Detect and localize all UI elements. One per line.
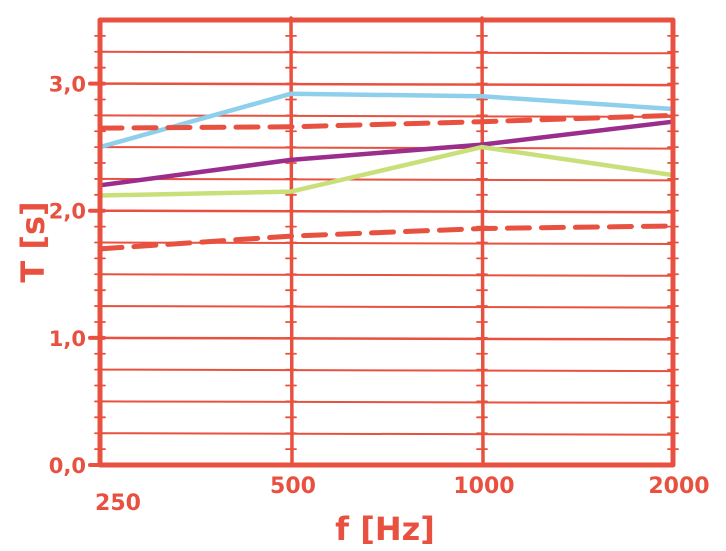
- plot-frame: [97, 17, 676, 468]
- gridline-horizontal: [99, 400, 674, 404]
- series-line-2: [97, 112, 676, 131]
- gridline-horizontal: [99, 305, 674, 309]
- gridline-horizontal: [99, 241, 674, 245]
- y-axis-label: T [s]: [14, 201, 52, 282]
- x-axis-label: f [Hz]: [335, 510, 435, 548]
- y-tick-label: 1,0: [49, 327, 86, 351]
- gridline-horizontal: [99, 50, 674, 55]
- gridline-horizontal: [99, 368, 674, 373]
- gridline-horizontal: [99, 432, 674, 436]
- series-line-1: [97, 91, 676, 150]
- series-layer: [97, 91, 676, 252]
- x-tick-label: 250: [95, 491, 141, 516]
- gridline-horizontal: [99, 146, 674, 150]
- grid-layer: [94, 16, 679, 467]
- gridline-horizontal: [98, 336, 675, 341]
- x-tick-label: 2000: [648, 474, 709, 499]
- series-line-4: [97, 144, 676, 198]
- frame-layer: [88, 17, 676, 468]
- gridline-horizontal: [98, 209, 675, 214]
- x-tick-label: 500: [270, 474, 316, 499]
- y-tick-label: 2,0: [49, 200, 86, 224]
- gridline-horizontal: [98, 82, 675, 87]
- series-line-5: [97, 223, 676, 252]
- gridline-horizontal: [99, 273, 674, 277]
- gridline-vertical: [480, 16, 485, 467]
- gridline-vertical: [289, 16, 294, 467]
- y-tick-label: 0,0: [49, 454, 86, 478]
- gridline-horizontal: [99, 177, 674, 182]
- y-tick-label: 3,0: [49, 73, 86, 97]
- label-layer: 0,0 1,0 2,0 3,0 250 500 1000 2000 f [Hz] T [s]: [14, 73, 710, 548]
- series-line-3: [97, 119, 676, 188]
- x-tick-label: 1000: [453, 474, 514, 499]
